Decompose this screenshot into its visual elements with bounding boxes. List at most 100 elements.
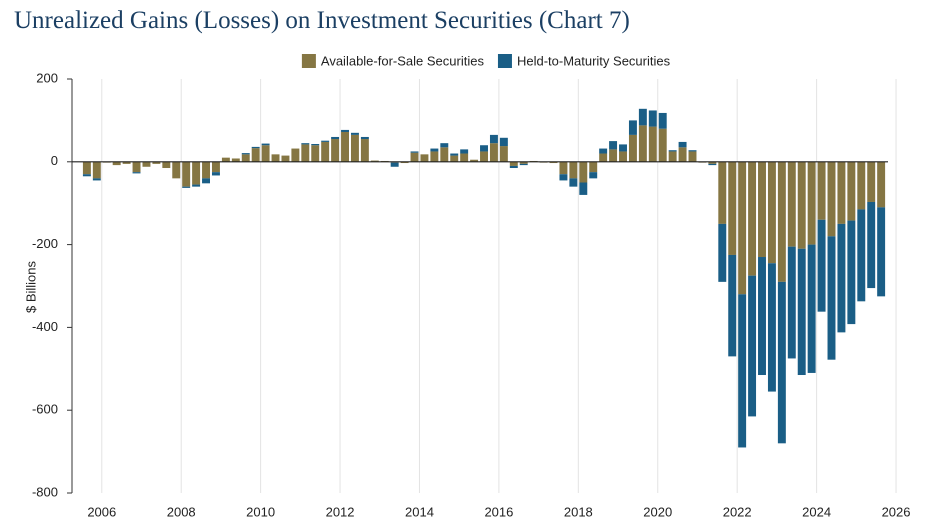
bar bbox=[678, 141, 687, 148]
bar bbox=[202, 178, 210, 184]
bar bbox=[827, 236, 836, 360]
bar bbox=[430, 151, 439, 162]
x-tick-label: 2006 bbox=[87, 504, 116, 519]
bar bbox=[192, 161, 201, 185]
bar bbox=[489, 134, 498, 144]
bar bbox=[92, 178, 101, 181]
y-tick-label: -800 bbox=[32, 484, 58, 499]
bar bbox=[410, 151, 419, 153]
legend-swatch bbox=[497, 54, 512, 68]
bar bbox=[777, 281, 786, 444]
legend-label: Held-to-Maturity Securities bbox=[517, 53, 671, 68]
bar bbox=[648, 110, 657, 127]
legend-label: Available-for-Sale Securities bbox=[321, 53, 485, 68]
bar bbox=[360, 136, 369, 140]
bar bbox=[489, 143, 498, 162]
bar bbox=[350, 132, 359, 135]
bar bbox=[648, 126, 657, 162]
bar bbox=[787, 246, 796, 359]
x-tick-label: 2010 bbox=[246, 504, 275, 519]
bar bbox=[638, 125, 647, 162]
bar bbox=[867, 201, 876, 289]
bar bbox=[857, 161, 866, 210]
bar bbox=[261, 143, 270, 146]
x-tick-label: 2008 bbox=[167, 504, 196, 519]
y-axis-label: $ Billions bbox=[23, 260, 38, 313]
x-tick-label: 2014 bbox=[405, 504, 434, 519]
x-tick-label: 2016 bbox=[484, 504, 513, 519]
bar bbox=[341, 129, 349, 132]
bar bbox=[341, 131, 349, 162]
bar bbox=[301, 144, 310, 162]
bar bbox=[82, 174, 91, 177]
bar bbox=[807, 161, 816, 245]
x-tick-label: 2024 bbox=[802, 504, 831, 519]
bar bbox=[211, 161, 220, 173]
bar bbox=[480, 145, 488, 152]
bar bbox=[728, 254, 737, 357]
legend-swatch bbox=[301, 54, 316, 68]
bar bbox=[817, 219, 826, 312]
bar bbox=[132, 172, 141, 174]
y-tick-label: -200 bbox=[32, 236, 58, 251]
bar bbox=[619, 144, 627, 152]
bar bbox=[82, 161, 91, 175]
x-tick-label: 2026 bbox=[882, 504, 911, 519]
bar bbox=[797, 161, 806, 249]
legend: Available-for-Sale Securities Held-to-Mat… bbox=[301, 53, 671, 68]
bar bbox=[817, 161, 826, 220]
bar bbox=[569, 178, 578, 187]
bar bbox=[460, 153, 469, 162]
bar bbox=[797, 248, 806, 376]
bar bbox=[291, 148, 300, 162]
bar bbox=[480, 151, 488, 162]
bar bbox=[748, 161, 757, 276]
bar bbox=[390, 162, 399, 167]
bar bbox=[202, 161, 210, 179]
bar bbox=[758, 257, 766, 376]
bar bbox=[192, 184, 201, 187]
bar bbox=[718, 223, 727, 282]
bar bbox=[678, 147, 687, 162]
bar bbox=[599, 148, 608, 154]
bar bbox=[837, 161, 846, 224]
bar bbox=[619, 151, 627, 162]
bar bbox=[738, 161, 747, 295]
bar bbox=[579, 182, 588, 195]
bar bbox=[440, 147, 449, 162]
bar bbox=[767, 161, 776, 264]
bar bbox=[499, 146, 508, 162]
bar bbox=[827, 161, 836, 237]
bar bbox=[321, 140, 330, 142]
bar bbox=[748, 275, 757, 417]
bar bbox=[450, 155, 459, 162]
bar bbox=[132, 161, 141, 173]
bar bbox=[420, 154, 429, 162]
bar bbox=[311, 143, 320, 146]
bar bbox=[112, 161, 121, 166]
bar bbox=[589, 161, 598, 173]
bar bbox=[470, 159, 479, 162]
bar bbox=[509, 165, 518, 169]
bar bbox=[152, 161, 161, 164]
bar bbox=[400, 161, 409, 164]
x-tick-label: 2022 bbox=[723, 504, 752, 519]
bar bbox=[589, 172, 598, 179]
bar bbox=[658, 112, 667, 129]
bar bbox=[251, 148, 260, 162]
y-tick-label: 0 bbox=[51, 153, 58, 168]
chart-title: Unrealized Gains (Losses) on Investment … bbox=[14, 7, 630, 34]
y-tick-label: -400 bbox=[32, 319, 58, 334]
x-tick-label: 2012 bbox=[326, 504, 355, 519]
x-tick-label: 2018 bbox=[564, 504, 593, 519]
bar bbox=[807, 244, 816, 373]
bar bbox=[777, 161, 786, 282]
bar bbox=[877, 161, 886, 208]
bar bbox=[450, 153, 459, 156]
bar bbox=[509, 161, 518, 166]
bar bbox=[172, 161, 181, 179]
bar bbox=[410, 152, 419, 162]
bar bbox=[519, 163, 528, 166]
bar bbox=[142, 161, 151, 167]
